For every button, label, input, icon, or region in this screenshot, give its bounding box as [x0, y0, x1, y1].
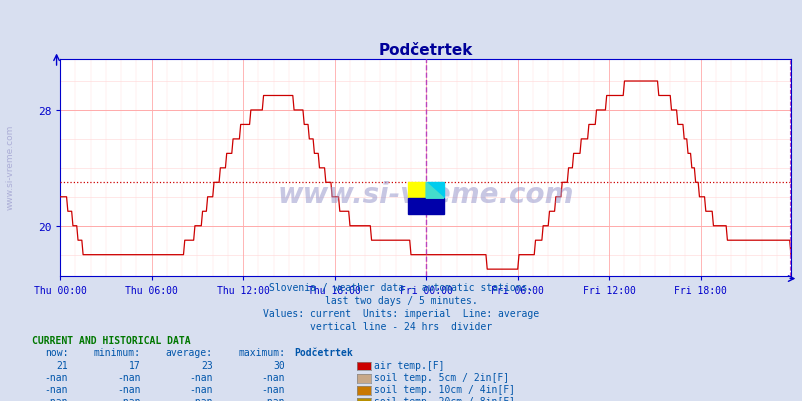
Text: -nan: -nan	[189, 372, 213, 382]
Text: soil temp. 10cm / 4in[F]: soil temp. 10cm / 4in[F]	[374, 384, 515, 394]
Text: -nan: -nan	[261, 372, 285, 382]
Bar	[408, 199, 444, 215]
Text: Slovenia / weather data - automatic stations.: Slovenia / weather data - automatic stat…	[269, 283, 533, 293]
Text: now:: now:	[45, 347, 68, 357]
Text: last two days / 5 minutes.: last two days / 5 minutes.	[325, 296, 477, 306]
Bar	[426, 183, 444, 199]
Text: maximum:: maximum:	[237, 347, 285, 357]
Text: 30: 30	[273, 360, 285, 370]
Text: -nan: -nan	[117, 384, 140, 394]
Text: -nan: -nan	[189, 384, 213, 394]
Text: 23: 23	[200, 360, 213, 370]
Text: -nan: -nan	[117, 372, 140, 382]
Text: -nan: -nan	[261, 384, 285, 394]
Text: www.si-vreme.com: www.si-vreme.com	[5, 124, 14, 209]
Text: vertical line - 24 hrs  divider: vertical line - 24 hrs divider	[310, 321, 492, 331]
Text: 17: 17	[128, 360, 140, 370]
Text: -nan: -nan	[117, 396, 140, 401]
Text: -nan: -nan	[189, 396, 213, 401]
Polygon shape	[426, 183, 444, 199]
Text: soil temp. 5cm / 2in[F]: soil temp. 5cm / 2in[F]	[374, 372, 508, 382]
Text: 21: 21	[56, 360, 68, 370]
Text: -nan: -nan	[261, 396, 285, 401]
Text: www.si-vreme.com: www.si-vreme.com	[277, 180, 573, 209]
Text: air temp.[F]: air temp.[F]	[374, 360, 444, 370]
Text: -nan: -nan	[45, 372, 68, 382]
Text: -nan: -nan	[45, 384, 68, 394]
Bar	[408, 183, 426, 199]
Text: Podčetrtek: Podčetrtek	[294, 347, 353, 357]
Title: Podčetrtek: Podčetrtek	[378, 43, 472, 58]
Text: average:: average:	[165, 347, 213, 357]
Text: soil temp. 20cm / 8in[F]: soil temp. 20cm / 8in[F]	[374, 396, 515, 401]
Text: Values: current  Units: imperial  Line: average: Values: current Units: imperial Line: av…	[263, 308, 539, 318]
Text: CURRENT AND HISTORICAL DATA: CURRENT AND HISTORICAL DATA	[32, 335, 191, 345]
Text: minimum:: minimum:	[93, 347, 140, 357]
Text: -nan: -nan	[45, 396, 68, 401]
